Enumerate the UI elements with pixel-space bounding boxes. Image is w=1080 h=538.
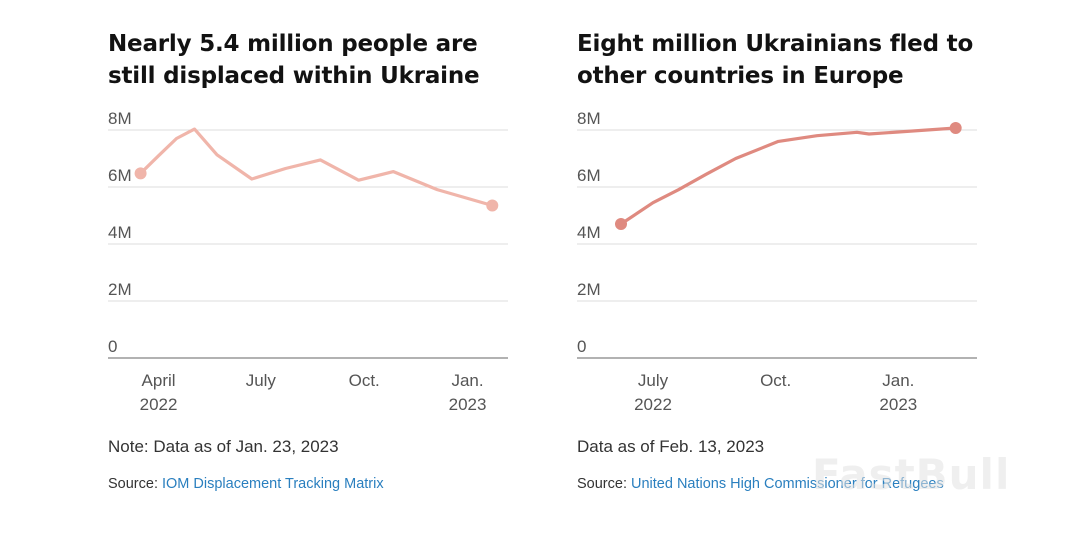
chart-panel-internal-displacement: Nearly 5.4 million people are still disp… [108, 0, 548, 538]
source-prefix: Source: [108, 476, 162, 492]
source-link-iom[interactable]: IOM Displacement Tracking Matrix [162, 476, 384, 492]
series-end-marker [949, 122, 962, 135]
source-prefix: Source: [577, 476, 631, 492]
x-tick-sublabel: 2022 [140, 395, 178, 414]
x-tick-sublabel: 2023 [449, 395, 487, 414]
chart-title: Nearly 5.4 million people are still disp… [108, 31, 480, 89]
x-tick-sublabel: 2023 [879, 395, 917, 414]
y-tick-label: 0 [108, 337, 117, 356]
x-tick-label: Jan. [451, 371, 483, 390]
series-start-marker [615, 218, 627, 231]
x-tick-label: July [246, 371, 277, 390]
chart-panel-refugees-europe: Eight million Ukrainians fled to other c… [577, 0, 1017, 538]
y-tick-label: 0 [577, 337, 586, 356]
y-tick-label: 8M [108, 109, 132, 128]
y-tick-label: 2M [577, 280, 601, 299]
y-tick-label: 4M [108, 223, 132, 242]
x-tick-label: Oct. [760, 371, 791, 390]
y-tick-label: 4M [577, 223, 601, 242]
x-tick-label: Oct. [349, 371, 380, 390]
x-tick-label: Jan. [882, 371, 914, 390]
x-tick-label: April [142, 371, 176, 390]
y-tick-label: 2M [108, 280, 132, 299]
watermark-logo: FastBull [812, 450, 1011, 499]
chart-source: Source: IOM Displacement Tracking Matrix [108, 476, 384, 492]
chart-note: Note: Data as of Jan. 23, 2023 [108, 437, 339, 456]
series-line [619, 126, 958, 226]
chart-note: Data as of Feb. 13, 2023 [577, 437, 765, 456]
x-tick-label: July [638, 371, 669, 390]
x-tick-sublabel: 2022 [634, 395, 672, 414]
source-link-unhcr[interactable]: United Nations High Commissioner for Ref… [631, 476, 944, 492]
series-line [139, 127, 494, 208]
y-tick-label: 6M [108, 166, 132, 185]
chart-title: Eight million Ukrainians fled to other c… [577, 31, 974, 89]
line-chart-refugees-europe: 0 2M 4M 6M 8M July 2022 Oct. Jan. 2023 [577, 109, 977, 414]
chart-source: Source: United Nations High Commissioner… [577, 476, 944, 492]
y-tick-label: 6M [577, 166, 601, 185]
series-start-marker [134, 167, 147, 180]
y-tick-label: 8M [577, 109, 601, 128]
line-chart-internal-displacement: 0 2M 4M 6M 8M April 2022 July Oct. Jan. 2023 [108, 109, 508, 414]
series-end-marker [486, 199, 499, 212]
